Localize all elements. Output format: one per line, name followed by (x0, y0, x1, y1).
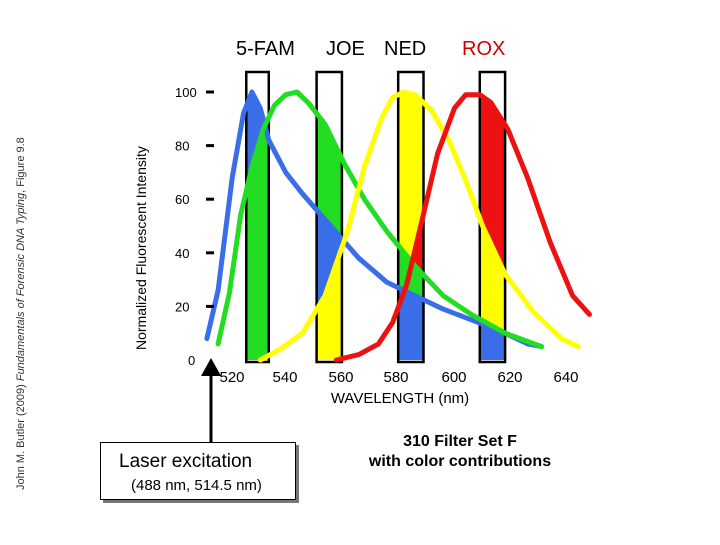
dye-label-fam: 5-FAM (236, 38, 295, 60)
dye-label-rox: ROX (462, 38, 506, 60)
filter-set-note: 310 Filter Set F with color contribution… (340, 432, 580, 472)
laser-arrow-head (201, 358, 221, 376)
x-tick-label-620: 620 (497, 369, 522, 386)
series-line-5fam (204, 89, 545, 350)
series-line-rox (333, 92, 592, 363)
x-tick-label-540: 540 (272, 369, 297, 386)
x-tick-label-640: 640 (553, 369, 578, 386)
credit-book: Fundamentals of Forensic DNA Typing (15, 192, 27, 381)
x-tick-label-560: 560 (328, 369, 353, 386)
svg-text:John M. Butler (2009) Fundamen: John M. Butler (2009) Fundamentals of Fo… (15, 137, 27, 490)
credit-figure: , Figure 9.8 (15, 137, 27, 193)
y-tick-label-20: 20 (175, 299, 189, 314)
laser-subtitle: (488 nm, 514.5 nm) (131, 477, 262, 494)
filter-set-title: 310 Filter Set F (403, 433, 517, 450)
filter-window-2 (315, 70, 344, 364)
series-line-joe (215, 89, 545, 350)
x-axis-title: WAVELENGTH (nm) (330, 390, 470, 407)
credit-author: John M. Butler (2009) (15, 381, 27, 490)
y-axis-label: Normalized Fluorescent Intensity (120, 60, 160, 360)
dye-label-ned: NED (384, 38, 427, 60)
filter-window-1 (245, 70, 271, 364)
x-tick-label-580: 580 (383, 369, 408, 386)
y-axis-title: Normalized Fluorescent Intensity (133, 146, 149, 350)
filter-fill-3-5fam (398, 287, 424, 360)
y-tick-label-60: 60 (175, 192, 189, 207)
side-credit: John M. Butler (2009) Fundamentals of Fo… (4, 0, 34, 540)
dye-label-joe: JOE (326, 38, 365, 60)
series-line-ned (257, 89, 581, 363)
laser-excitation-box: Laser excitation (488 nm, 514.5 nm) (100, 442, 296, 500)
x-tick-label-520: 520 (219, 369, 244, 386)
y-tick-label-40: 40 (175, 246, 189, 261)
filter-set-subtitle: with color contributions (368, 453, 552, 470)
filter-fill-1-joe (246, 117, 269, 360)
y-tick-label-80: 80 (175, 139, 189, 154)
filter-fill-2-ned (316, 247, 342, 360)
y-tick-label-0: 0 (188, 353, 195, 368)
laser-title: Laser excitation (119, 451, 253, 472)
x-tick-label-600: 600 (441, 369, 466, 386)
y-tick-label-100: 100 (175, 85, 197, 100)
